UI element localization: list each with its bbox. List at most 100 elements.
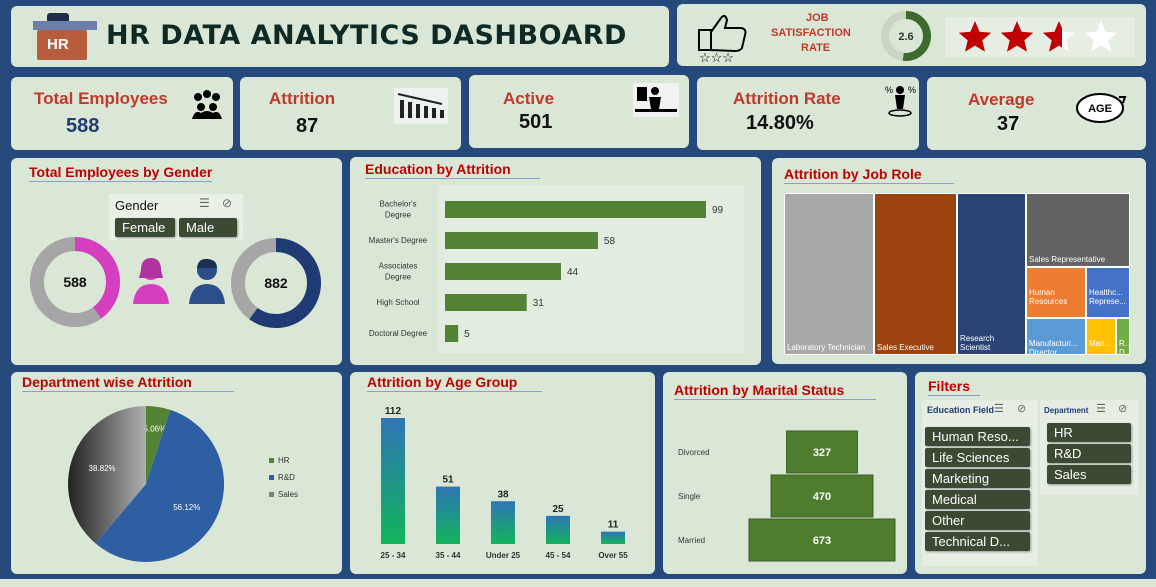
pie-slice-label: 38.82%: [89, 464, 116, 473]
marital-funnel-chart: 327 Divorced 470 Single 673 Married: [678, 430, 896, 562]
age-group-panel-title: Attrition by Age Group: [367, 374, 542, 392]
education-category-label: Degree: [385, 273, 412, 282]
education-bar: [445, 263, 561, 280]
age-category-label: Under 25: [486, 551, 521, 560]
multi-select-icon[interactable]: ☰: [199, 196, 210, 210]
header-panel: HR HR DATA ANALYTICS DASHBOARD: [11, 6, 669, 67]
svg-text:%: %: [908, 85, 916, 95]
age-bar-value: 25: [552, 504, 564, 515]
treemap-cell: Man...: [1086, 318, 1116, 355]
percent-person-icon: %%: [885, 85, 916, 117]
department-clear-filter-icon[interactable]: ⊘: [1118, 403, 1128, 415]
education-bar: [445, 294, 527, 311]
gender-panel: Total Employees by Gender Gender ☰ ⊘ Fem…: [11, 158, 342, 365]
gender-option-female[interactable]: Female: [115, 218, 175, 237]
marital-panel-title: Attrition by Marital Status: [674, 382, 876, 400]
kpi-active-value: 501: [519, 111, 553, 133]
education-multi-select-icon[interactable]: ☰: [994, 403, 1004, 415]
department-option[interactable]: Sales: [1047, 465, 1131, 484]
treemap-cell: Research Scientist: [957, 193, 1026, 355]
education-field-option[interactable]: Life Sciences: [925, 448, 1030, 467]
age-group-chart: 112 25 - 34 51 35 - 44 38 Under 25 25 45 - 54 11…: [381, 406, 629, 560]
job-role-panel-title: Attrition by Job Role: [784, 166, 954, 184]
hr-logo-text: HR: [47, 36, 69, 53]
clear-filter-icon[interactable]: ⊘: [222, 196, 233, 210]
treemap-cell: Human Resources: [1026, 267, 1086, 318]
kpi-attrition-rate: Attrition Rate 14.80% %%: [697, 77, 919, 150]
marital-category-label: Single: [678, 492, 701, 501]
education-field-option[interactable]: Marketing: [925, 469, 1030, 488]
pie-legend-swatch: [269, 475, 274, 480]
male-icon: [189, 258, 225, 304]
age-cycle-icon: AGE: [1076, 93, 1127, 123]
dashboard-title: HR DATA ANALYTICS DASHBOARD: [106, 20, 627, 51]
education-category-label: Bachelor's: [379, 200, 416, 209]
department-multi-select-icon[interactable]: ☰: [1096, 403, 1106, 415]
treemap-cell: Healthc... Represe...: [1086, 267, 1130, 318]
education-field-option[interactable]: Other: [925, 511, 1030, 530]
department-pie-chart: 5.06% 56.12% 38.82% HR R&D Sales: [68, 406, 298, 562]
education-bar: [445, 232, 598, 249]
age-bar: [491, 501, 515, 544]
kpi-average-age: Average 37 AGE: [927, 77, 1146, 150]
education-bar-value: 5: [464, 329, 470, 340]
marital-bar: [770, 474, 874, 518]
job-role-panel: Attrition by Job Role Laboratory Technic…: [772, 158, 1146, 364]
education-panel: Education by Attrition 99 Bachelor's Degre…: [350, 157, 761, 365]
job-role-treemap: Laboratory Technician Sales Executive Rese…: [784, 193, 1130, 355]
gender-slicer: Gender ☰ ⊘ Female Male: [109, 194, 243, 240]
kpi-attrition-label: Attrition: [269, 89, 336, 108]
kpi-total-employees: Total Employees 588: [11, 77, 233, 150]
pie-legend-label: R&D: [278, 473, 295, 482]
satisfaction-gauge: 2.6: [881, 11, 931, 61]
treemap-cell: Laboratory Technician: [784, 193, 874, 355]
age-bar-value: 11: [608, 520, 619, 531]
kpi-attrition: Attrition 87: [240, 77, 461, 150]
female-donut: 588: [30, 237, 120, 327]
marital-bar-value: 470: [813, 491, 831, 503]
education-clear-filter-icon[interactable]: ⊘: [1017, 403, 1027, 415]
thumbs-up-stars-icon: ☆☆☆: [698, 14, 747, 62]
kpi-attrition-value: 87: [296, 115, 319, 137]
education-chart: 99 Bachelor's Degree 58 Master's Degree 44 Ass…: [369, 185, 744, 353]
age-bar: [381, 418, 405, 544]
education-bar-value: 99: [712, 205, 724, 216]
age-category-label: 45 - 54: [546, 551, 571, 560]
gender-slicer-title: Gender: [115, 198, 159, 213]
male-total: 882: [264, 275, 288, 291]
education-bar-value: 44: [567, 267, 579, 278]
education-field-option[interactable]: Human Reso...: [925, 427, 1030, 446]
svg-text:%: %: [885, 85, 893, 95]
treemap-cell: Sales Executive: [874, 193, 957, 355]
age-group-panel: Attrition by Age Group 112 25 - 34 51 35 - …: [350, 372, 655, 574]
age-bar: [546, 515, 570, 544]
male-donut: 882: [231, 238, 321, 328]
department-panel-title: Department wise Attrition: [22, 374, 234, 392]
education-field-option[interactable]: Medical: [925, 490, 1030, 509]
treemap-cell: Manufacturi... Director: [1026, 318, 1086, 355]
pie-slice: [68, 406, 146, 544]
person-at-desk-icon: [633, 83, 679, 117]
gender-option-male[interactable]: Male: [179, 218, 237, 237]
education-field-slicer-title: Education Field: [927, 405, 995, 415]
education-bar-value: 31: [533, 298, 545, 309]
department-option[interactable]: HR: [1047, 423, 1131, 442]
education-category-label: Doctoral Degree: [369, 329, 428, 338]
hr-logo: HR: [33, 13, 97, 61]
satisfaction-panel: ☆☆☆ JOB SATISFACTION RATE 2.6: [677, 4, 1146, 66]
kpi-attrition-rate-value: 14.80%: [746, 112, 814, 134]
treemap-cell: Sales Representative: [1026, 193, 1130, 267]
marital-panel: Attrition by Marital Status 327 Divorced 4…: [663, 372, 907, 574]
department-panel: Department wise Attrition 5.06% 56.12% 38.…: [11, 372, 342, 574]
education-field-option[interactable]: Technical D...: [925, 532, 1030, 551]
education-bar: [445, 325, 459, 342]
education-category-label: High School: [376, 298, 419, 307]
pie-legend-swatch: [269, 492, 274, 497]
star-3-icon: [1042, 21, 1076, 52]
education-category-label: Master's Degree: [369, 236, 428, 245]
pie-slice-label: 5.06%: [144, 425, 167, 434]
age-bar-value: 38: [497, 489, 509, 500]
gender-panel-title: Total Employees by Gender: [29, 164, 213, 182]
department-option[interactable]: R&D: [1047, 444, 1131, 463]
satisfaction-label-line1: JOB: [806, 12, 829, 24]
